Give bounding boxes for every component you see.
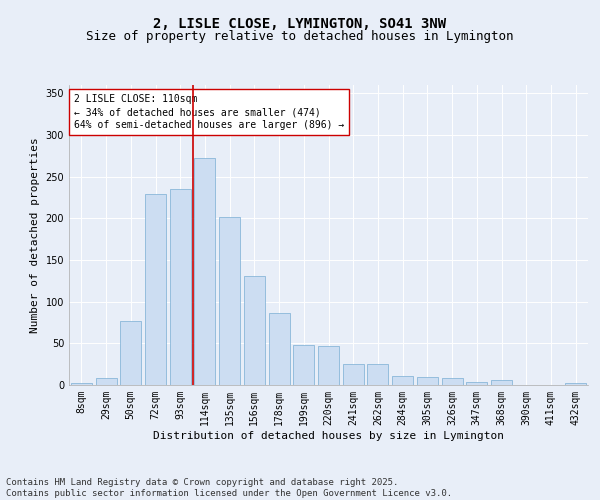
Text: 2, LISLE CLOSE, LYMINGTON, SO41 3NW: 2, LISLE CLOSE, LYMINGTON, SO41 3NW xyxy=(154,18,446,32)
Bar xyxy=(244,276,265,385)
Y-axis label: Number of detached properties: Number of detached properties xyxy=(30,137,40,333)
Bar xyxy=(71,384,92,385)
Text: Size of property relative to detached houses in Lymington: Size of property relative to detached ho… xyxy=(86,30,514,43)
Text: 2 LISLE CLOSE: 110sqm
← 34% of detached houses are smaller (474)
64% of semi-det: 2 LISLE CLOSE: 110sqm ← 34% of detached … xyxy=(74,94,344,130)
Bar xyxy=(343,364,364,385)
Bar xyxy=(318,346,339,385)
X-axis label: Distribution of detached houses by size in Lymington: Distribution of detached houses by size … xyxy=(153,430,504,440)
Bar xyxy=(145,194,166,385)
Bar xyxy=(219,216,240,385)
Bar xyxy=(565,382,586,385)
Bar xyxy=(293,345,314,385)
Bar xyxy=(120,321,141,385)
Bar xyxy=(491,380,512,385)
Bar xyxy=(417,376,438,385)
Bar xyxy=(194,158,215,385)
Bar xyxy=(367,364,388,385)
Bar xyxy=(392,376,413,385)
Bar xyxy=(170,189,191,385)
Bar xyxy=(269,312,290,385)
Text: Contains HM Land Registry data © Crown copyright and database right 2025.
Contai: Contains HM Land Registry data © Crown c… xyxy=(6,478,452,498)
Bar xyxy=(442,378,463,385)
Bar xyxy=(466,382,487,385)
Bar xyxy=(95,378,116,385)
